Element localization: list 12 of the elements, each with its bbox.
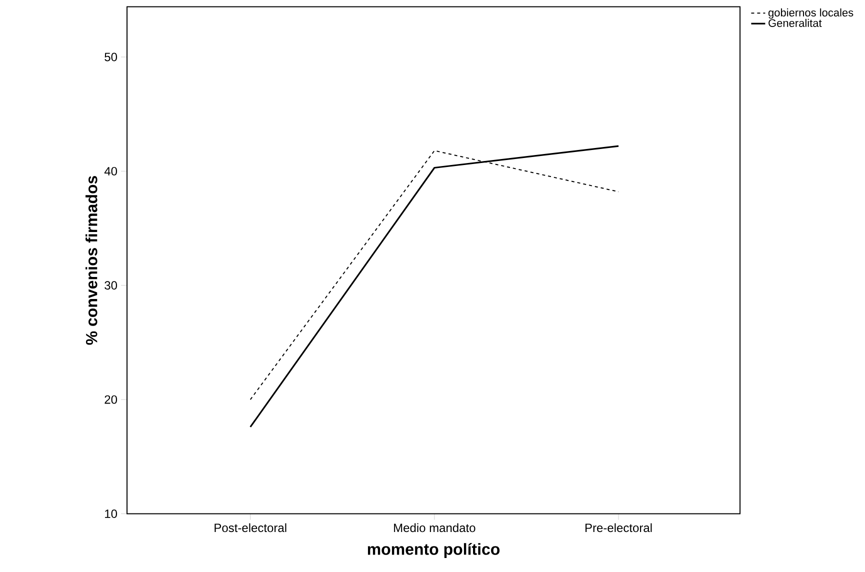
y-tick-label: 30: [104, 281, 118, 290]
y-tick-label: 20: [104, 395, 118, 404]
x-tick-label: Pre-electoral: [586, 523, 652, 532]
legend-label: Generalitat: [768, 18, 822, 27]
y-tick-label: 40: [104, 166, 118, 176]
x-axis-title: momento político: [368, 542, 500, 558]
x-tick-label: Medio mandato: [394, 523, 476, 532]
y-axis-title: % convenios firmados: [86, 176, 98, 345]
y-tick-label: 50: [104, 52, 118, 62]
y-tick-label: 10: [105, 510, 118, 518]
x-tick-label: Post-electoral: [214, 523, 286, 532]
legend-label: gobiernos locales: [768, 8, 854, 19]
